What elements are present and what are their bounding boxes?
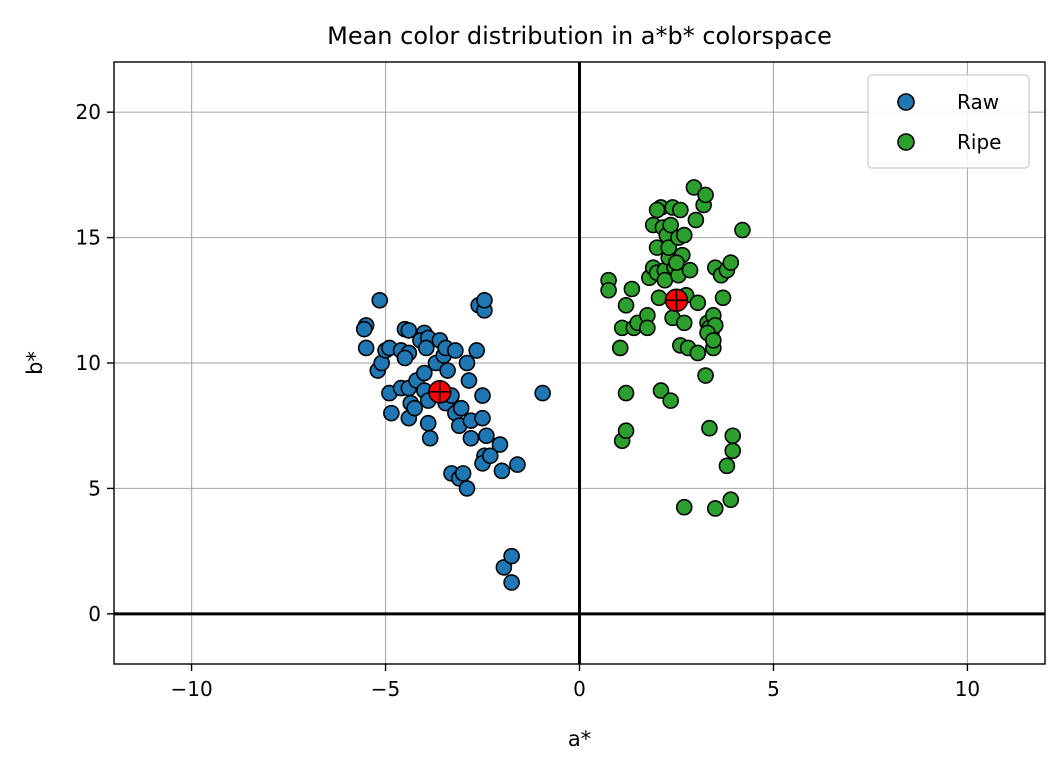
scatter-point [462,429,480,447]
scatter-point [617,384,635,402]
scatter-point [724,427,742,445]
y-tick-label: 5 [88,476,101,500]
scatter-point [617,297,635,314]
scatter-point [675,226,693,244]
scatter-point [687,211,705,229]
scatter-point [439,362,456,379]
scatter-point [491,436,509,453]
scatter-point [534,384,551,402]
x-axis-ticks: −10 −5 0 5 10 [170,664,980,701]
scatter-point [355,320,373,338]
scatter-point [689,344,707,362]
legend-label-raw: Raw [957,90,999,114]
scatter-point [697,367,714,384]
legend: Raw Ripe [867,74,1030,169]
scatter-point [493,462,511,480]
series-raw [355,291,551,591]
y-axis-ticks: 0 5 10 15 20 [76,100,114,626]
scatter-point [600,281,617,299]
scatter-point [421,429,439,447]
scatter-point [689,294,707,312]
x-tick-label: 0 [573,677,586,701]
scatter-point [705,332,722,349]
series-centroid [428,288,689,404]
x-tick-label: 5 [767,677,780,701]
scatter-point [660,239,678,256]
scatter-point [722,254,740,271]
scatter-point [672,201,689,219]
scatter-point [371,291,389,309]
scatter-point [662,392,679,409]
scatter-point [474,387,491,404]
scatter-point [706,500,724,517]
scatter-point [648,201,666,219]
scatter-point [454,465,472,482]
centroid-marker [664,288,689,313]
scatter-point [447,342,464,359]
scatter-point [656,271,674,289]
y-tick-label: 10 [76,351,101,375]
scatter-point [474,409,491,427]
scatter-point [400,322,418,339]
scatter-point [417,339,435,357]
x-tick-label: 10 [955,677,980,701]
scatter-point [675,314,693,332]
chart-title: Mean color distribution in a*b* colorspa… [327,22,832,50]
scatter-point [611,339,629,357]
scatter-point [668,254,685,271]
scatter-point [460,372,478,389]
scatter-point [662,216,679,234]
legend-marker-ripe [897,133,915,151]
scatter-point [495,559,513,576]
scatter-point [650,289,668,307]
scatter-point [701,419,718,437]
y-axis-label: b* [23,351,47,375]
scatter-point [452,399,470,417]
scatter-point [639,319,656,337]
scatter-point [718,457,736,475]
scatter-point [458,354,476,372]
scatter-point [623,280,641,298]
scatter-point [406,399,423,417]
x-tick-label: −5 [371,677,400,701]
legend-marker-raw [897,93,915,111]
scatter-point [617,422,635,440]
scatter-point [675,498,693,516]
data-points [355,179,751,591]
scatter-point [697,186,714,204]
scatter-point [722,491,740,509]
scatter-point [734,221,751,239]
x-axis-label: a* [568,727,591,751]
scatter-point [509,456,526,473]
y-tick-label: 0 [88,602,101,626]
scatter-point [419,414,437,432]
scatter-point [416,364,433,382]
y-tick-label: 15 [76,226,101,250]
scatter-point [396,349,414,367]
scatter-point [685,179,703,196]
reference-lines [114,62,1045,664]
scatter-point [476,291,493,309]
legend-label-ripe: Ripe [957,130,1001,154]
scatter-point [652,382,670,399]
scatter-point [458,480,476,497]
scatter-point [724,442,742,460]
scatter-point [468,342,486,359]
scatter-point [383,404,400,422]
scatter-point [481,447,499,465]
scatter-point [357,339,375,357]
legend-frame [867,74,1030,169]
scatter-point [681,261,699,279]
scatter-point [714,289,732,307]
series-ripe [600,179,751,517]
scatter-point [478,427,495,445]
y-tick-label: 20 [76,100,101,124]
centroid-marker [428,380,452,404]
scatter-point [503,547,520,565]
x-tick-label: −10 [170,677,212,701]
scatter-point [503,574,520,591]
